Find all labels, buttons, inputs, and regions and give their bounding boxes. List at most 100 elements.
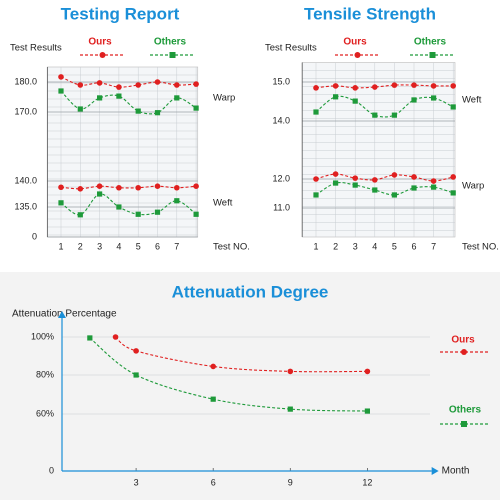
data-point	[352, 182, 358, 188]
y-axis-arrow	[58, 311, 66, 318]
data-point	[287, 406, 293, 412]
y-tick-label: 14.0	[272, 115, 290, 125]
data-point	[352, 98, 358, 104]
data-point	[154, 79, 161, 85]
data-point	[77, 106, 83, 112]
y-tick-label: 180.0	[14, 76, 37, 86]
x-tick-label: 4	[372, 241, 377, 251]
x-tick-label: 2	[333, 241, 338, 251]
x-tick-label: 6	[155, 241, 160, 251]
x-tick-label: 5	[136, 241, 141, 251]
data-point	[313, 192, 319, 198]
chart-title: Attenuation Degree	[172, 282, 329, 301]
data-point	[135, 108, 141, 114]
y-tick-label: 0	[32, 231, 37, 241]
data-point	[210, 363, 216, 370]
y-tick-label: 15.0	[272, 76, 290, 86]
data-point	[116, 204, 122, 210]
data-point	[352, 85, 359, 91]
x-tick-label: 7	[431, 241, 436, 251]
data-point	[391, 112, 397, 118]
data-point	[287, 368, 294, 375]
data-point	[372, 187, 378, 193]
legend-label: Ours	[88, 37, 112, 48]
chart-title: Tensile Strength	[304, 4, 436, 23]
legend-label: Others	[414, 37, 447, 48]
data-point	[333, 94, 339, 100]
data-point	[135, 184, 141, 191]
y-tick-label: 135.0	[14, 201, 37, 211]
data-point	[313, 176, 319, 182]
group-label: Weft	[462, 95, 482, 106]
data-point	[97, 95, 103, 101]
legend-label: Ours	[343, 37, 367, 48]
data-point	[58, 74, 64, 80]
data-point	[133, 372, 139, 378]
x-axis-label: Month	[442, 466, 470, 477]
data-point	[116, 93, 122, 99]
legend-marker	[354, 52, 361, 58]
x-tick-label: 4	[116, 241, 121, 251]
y-tick-label: 12.0	[272, 173, 290, 183]
data-point	[174, 198, 180, 204]
data-point	[154, 209, 161, 215]
data-point	[58, 88, 64, 94]
data-point	[77, 212, 83, 218]
data-point	[411, 174, 417, 180]
x-axis-label: Test NO.	[462, 242, 499, 253]
legend-marker	[429, 52, 436, 58]
data-point	[391, 192, 397, 198]
x-tick-label: 3	[134, 477, 139, 487]
data-point	[332, 83, 339, 89]
y-tick-label: 11.0	[273, 202, 290, 212]
plot-area	[47, 66, 199, 238]
data-point	[116, 184, 122, 191]
x-tick-label: 1	[58, 241, 63, 251]
data-point	[133, 348, 139, 354]
data-point	[116, 84, 122, 90]
group-label: Warp	[213, 93, 235, 104]
x-tick-label: 12	[362, 477, 372, 487]
data-point	[193, 81, 199, 87]
x-tick-label: 3	[353, 241, 358, 251]
data-point	[352, 175, 359, 181]
data-point	[391, 82, 398, 88]
x-axis-arrow	[431, 467, 439, 475]
x-tick-label: 6	[211, 477, 216, 487]
legend-label: Ours	[451, 335, 475, 346]
y-axis-label: Attenuation Percentage	[12, 309, 117, 320]
group-label: Warp	[462, 181, 484, 192]
x-axis-label: Test NO.	[213, 242, 250, 253]
x-tick-label: 6	[411, 241, 416, 251]
data-point	[332, 171, 339, 177]
data-point	[391, 172, 398, 178]
plot-area	[301, 62, 456, 238]
data-point	[174, 95, 180, 101]
legend-label: Others	[154, 37, 187, 48]
x-tick-label: 7	[174, 241, 179, 251]
y-tick-label: 0	[49, 465, 54, 475]
data-point	[364, 408, 370, 414]
data-point	[411, 82, 417, 88]
legend-marker	[461, 421, 467, 427]
series-line	[115, 336, 368, 373]
y-axis-label: Test Results	[10, 43, 62, 54]
data-point	[430, 178, 437, 184]
data-point	[58, 184, 64, 191]
data-point	[174, 82, 180, 88]
x-tick-label: 2	[78, 241, 83, 251]
y-tick-label: 100%	[31, 331, 54, 341]
data-point	[87, 335, 93, 341]
data-point	[430, 83, 437, 89]
legend-marker	[461, 349, 467, 355]
data-point	[364, 368, 371, 375]
legend-label: Others	[449, 405, 482, 416]
data-point	[154, 183, 161, 189]
data-point	[333, 180, 339, 186]
legend-marker	[169, 52, 176, 58]
data-point	[77, 186, 84, 192]
x-tick-label: 1	[313, 241, 318, 251]
y-tick-label: 140.0	[14, 175, 37, 185]
x-tick-label: 9	[288, 477, 293, 487]
